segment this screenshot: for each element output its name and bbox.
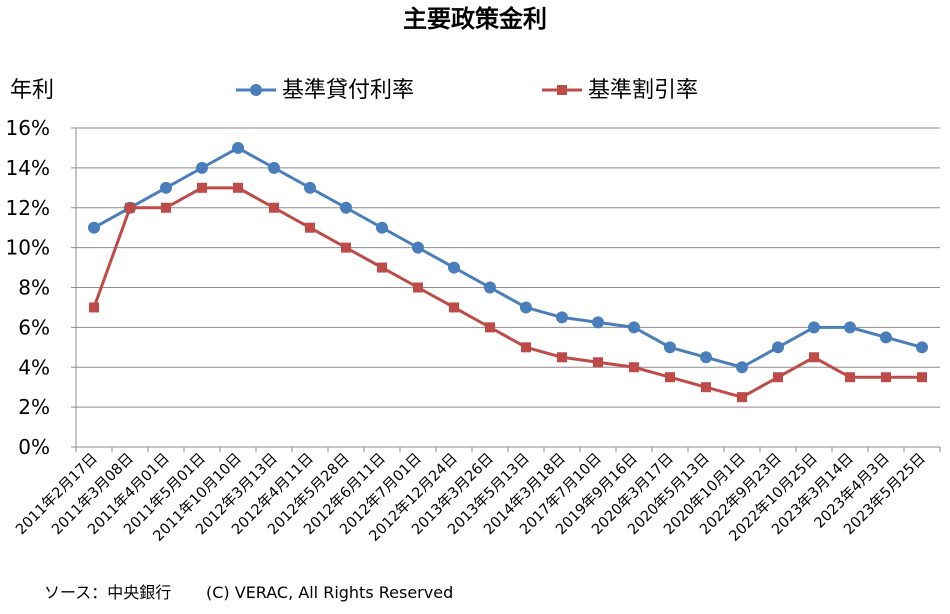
data-point — [377, 262, 387, 273]
data-point — [593, 357, 603, 368]
data-point — [196, 161, 208, 174]
y-tick-label: 6% — [18, 315, 50, 339]
series-layer — [88, 141, 928, 403]
y-tick-label: 12% — [6, 196, 50, 220]
data-point — [304, 181, 316, 194]
data-point — [844, 321, 856, 334]
series-line — [93, 146, 923, 369]
chart-title: 主要政策金利 — [403, 5, 547, 33]
y-tick-labels: 0% 2% 4% 6% 8% 10% 12% 14% 16% — [6, 116, 76, 459]
series-line — [92, 186, 922, 399]
y-tick-label: 2% — [18, 395, 50, 419]
legend-marker-lending-rate — [250, 84, 262, 96]
data-point — [880, 331, 892, 344]
legend-item-lending-rate: 基準貸付利率 — [236, 78, 414, 103]
data-point — [89, 302, 99, 313]
data-point — [161, 202, 171, 213]
data-point — [232, 141, 244, 154]
data-point — [88, 221, 100, 234]
data-point — [808, 321, 820, 334]
y-tick-label: 8% — [18, 276, 50, 300]
series-discount-rate — [89, 182, 927, 403]
data-point — [736, 361, 748, 374]
data-point — [413, 282, 423, 293]
data-point — [557, 352, 567, 363]
data-point — [556, 311, 568, 324]
y-tick-label: 10% — [6, 236, 50, 260]
data-point — [916, 341, 928, 354]
data-point — [233, 182, 243, 193]
data-point — [269, 202, 279, 213]
data-point — [412, 241, 424, 254]
data-point — [521, 342, 531, 353]
y-tick-label: 0% — [18, 435, 50, 459]
data-point — [449, 302, 459, 313]
data-point — [772, 341, 784, 354]
data-point — [701, 382, 711, 393]
data-point — [305, 222, 315, 233]
legend-label-lending-rate: 基準貸付利率 — [282, 78, 414, 103]
source-label: ソース：中央銀行 — [44, 583, 171, 602]
x-tick-labels: 2011年2月17日2011年3月08日2011年4月01日2011年5月01日… — [12, 447, 941, 545]
data-point — [665, 372, 675, 383]
series-lending-rate — [88, 141, 928, 374]
data-point — [664, 341, 676, 354]
copyright-label: (C) VERAC, All Rights Reserved — [206, 583, 453, 602]
data-point — [809, 352, 819, 363]
data-point — [268, 161, 280, 174]
data-point — [917, 372, 927, 383]
data-point — [592, 316, 604, 329]
data-point — [376, 221, 388, 234]
data-point — [737, 392, 747, 403]
y-axis-label: 年利 — [10, 78, 54, 103]
y-tick-label: 14% — [6, 156, 50, 180]
data-point — [484, 281, 496, 294]
data-point — [700, 351, 712, 364]
data-point — [197, 182, 207, 193]
data-point — [629, 362, 639, 373]
data-point — [485, 322, 495, 333]
legend: 基準貸付利率 基準割引率 — [236, 78, 698, 103]
legend-label-discount-rate: 基準割引率 — [588, 78, 698, 103]
data-point — [628, 321, 640, 334]
legend-marker-discount-rate — [557, 85, 567, 95]
data-point — [340, 201, 352, 214]
data-point — [881, 372, 891, 383]
data-point — [845, 372, 855, 383]
y-tick-label: 16% — [6, 116, 50, 140]
data-point — [448, 261, 460, 274]
y-tick-label: 4% — [18, 355, 50, 379]
data-point — [160, 181, 172, 194]
data-point — [125, 202, 135, 213]
data-point — [341, 242, 351, 253]
data-point — [520, 301, 532, 314]
gridlines — [76, 127, 940, 408]
data-point — [773, 372, 783, 383]
legend-item-discount-rate: 基準割引率 — [542, 78, 698, 103]
